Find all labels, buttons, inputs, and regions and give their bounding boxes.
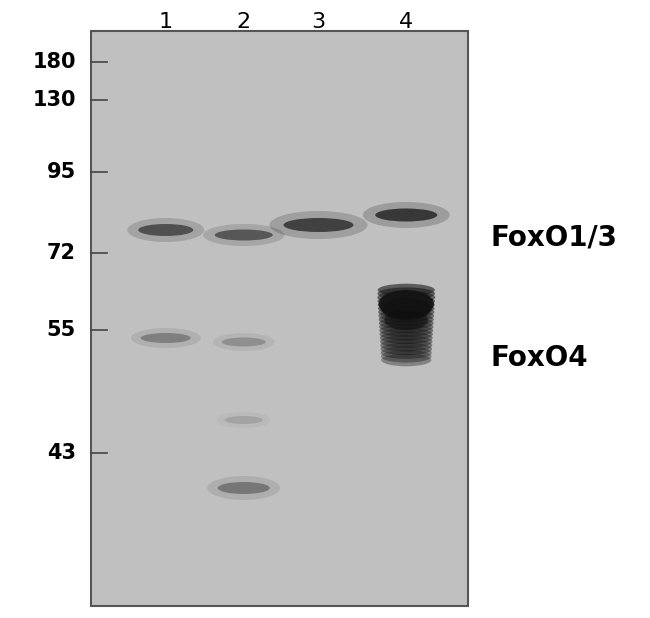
Ellipse shape (225, 416, 263, 424)
Ellipse shape (378, 302, 435, 315)
Text: 72: 72 (47, 243, 76, 263)
Ellipse shape (379, 313, 434, 326)
Ellipse shape (378, 284, 435, 296)
Ellipse shape (141, 333, 190, 343)
Ellipse shape (379, 290, 434, 318)
Ellipse shape (222, 337, 266, 347)
Ellipse shape (378, 298, 435, 311)
Ellipse shape (378, 306, 434, 318)
Ellipse shape (218, 482, 270, 494)
Ellipse shape (375, 208, 437, 221)
Text: FoxO4: FoxO4 (491, 344, 588, 372)
Ellipse shape (380, 339, 432, 352)
Ellipse shape (378, 295, 435, 307)
Ellipse shape (377, 291, 436, 303)
Ellipse shape (381, 350, 432, 363)
Ellipse shape (381, 353, 432, 366)
Bar (91, 31, 468, 606)
Text: 2: 2 (237, 12, 251, 32)
Ellipse shape (131, 328, 201, 348)
Ellipse shape (378, 310, 434, 322)
Ellipse shape (203, 224, 284, 246)
Ellipse shape (379, 321, 434, 333)
Ellipse shape (381, 346, 432, 359)
Text: 180: 180 (32, 52, 76, 72)
Ellipse shape (380, 328, 433, 341)
Ellipse shape (363, 202, 450, 228)
Text: 43: 43 (47, 443, 76, 463)
Ellipse shape (214, 229, 273, 240)
Ellipse shape (380, 342, 432, 355)
Text: 1: 1 (159, 12, 173, 32)
Text: FoxO1/3: FoxO1/3 (491, 224, 618, 252)
Text: 3: 3 (311, 12, 326, 32)
Text: 95: 95 (47, 162, 76, 182)
Ellipse shape (283, 218, 354, 232)
Text: 4: 4 (399, 12, 413, 32)
Ellipse shape (213, 333, 274, 351)
Ellipse shape (138, 224, 193, 236)
Ellipse shape (380, 324, 433, 337)
Ellipse shape (380, 332, 433, 344)
Ellipse shape (385, 310, 428, 330)
Ellipse shape (382, 298, 431, 320)
Ellipse shape (379, 317, 434, 329)
Text: 55: 55 (47, 320, 76, 340)
Ellipse shape (378, 287, 435, 300)
Ellipse shape (270, 211, 367, 239)
Ellipse shape (127, 218, 204, 242)
Ellipse shape (207, 476, 280, 500)
Ellipse shape (217, 412, 270, 428)
Text: 130: 130 (32, 90, 76, 110)
Ellipse shape (380, 336, 432, 348)
